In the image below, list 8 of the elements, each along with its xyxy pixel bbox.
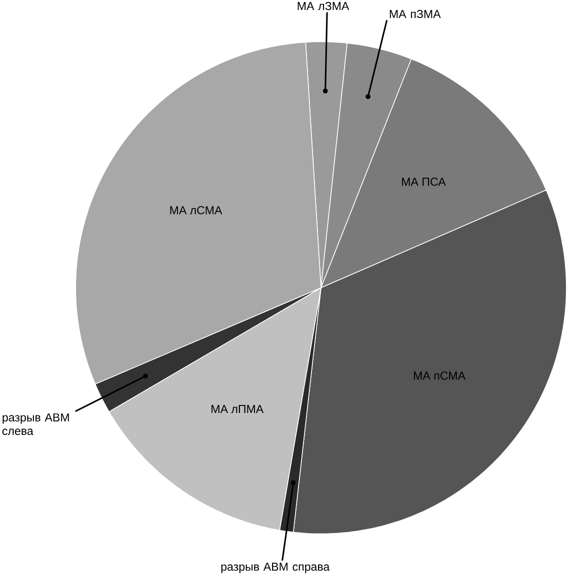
- slice-label: МА лЗМА: [298, 2, 350, 10]
- slice-label: МА пСМА: [414, 372, 466, 380]
- slice-label: разрыв АВМ слева: [2, 413, 69, 436]
- slice-label: МА пЗМА: [390, 10, 441, 18]
- slice-label: МА лСМА: [170, 206, 222, 214]
- slice-label: разрыв АВМ справа: [221, 562, 330, 574]
- slice-label: МА ПСА: [402, 178, 446, 186]
- slice-label: МА лПМА: [212, 405, 264, 414]
